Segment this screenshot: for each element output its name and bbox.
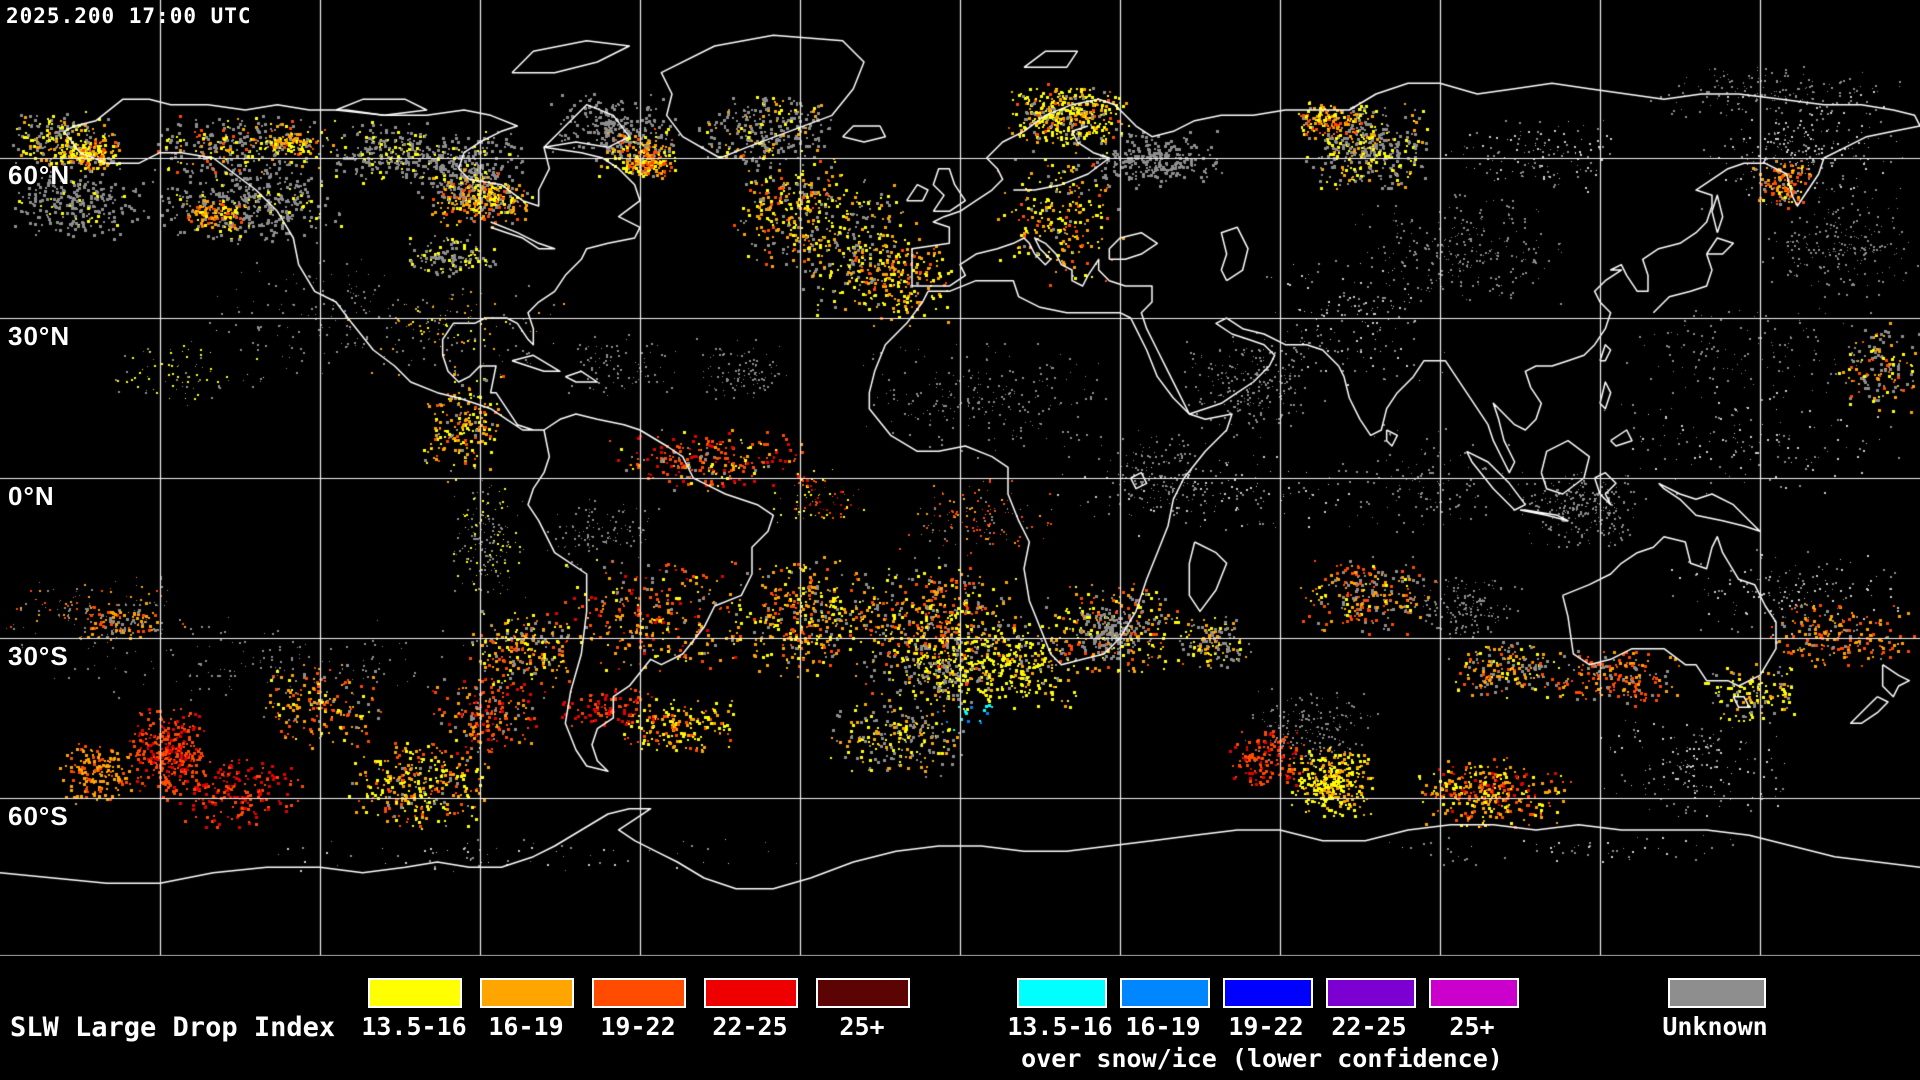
legend-label-snow-22-25: 22-25 [1331, 1012, 1407, 1041]
lat-label-30s: 30°S [8, 641, 69, 671]
legend-swatch-snow-22-25 [1326, 978, 1416, 1008]
legend-label-ldi-19-22: 19-22 [600, 1012, 676, 1041]
legend-bar: SLW Large Drop Index 13.5-16 16-19 19-22… [0, 956, 1920, 1080]
legend-swatch-ldi-16-19 [480, 978, 574, 1008]
legend-label-snow-19-22: 19-22 [1228, 1012, 1304, 1041]
legend-label-ldi-22-25: 22-25 [712, 1012, 788, 1041]
legend-label-snow-16-19: 16-19 [1125, 1012, 1201, 1041]
lat-label-60n: 60°N [8, 160, 71, 190]
legend-swatch-ldi-13.5-16 [368, 978, 462, 1008]
legend-swatch-ldi-19-22 [592, 978, 686, 1008]
lat-label-0n: 0°N [8, 481, 55, 511]
legend-swatch-ldi-25plus [816, 978, 910, 1008]
legend-label-ldi-16-19: 16-19 [488, 1012, 564, 1041]
timestamp: 2025.200 17:00 UTC [6, 4, 252, 28]
legend-swatch-snow-19-22 [1223, 978, 1313, 1008]
legend-label-unknown: Unknown [1662, 1012, 1768, 1041]
legend-label-snow-13.5-16: 13.5-16 [1007, 1012, 1113, 1041]
legend-swatch-snow-25plus [1429, 978, 1519, 1008]
legend-title: SLW Large Drop Index [10, 1012, 336, 1043]
legend-swatch-snow-16-19 [1120, 978, 1210, 1008]
legend-swatch-unknown [1668, 978, 1766, 1008]
legend-caption-snow-ice: over snow/ice (lower confidence) [1021, 1044, 1503, 1073]
legend-swatch-snow-13.5-16 [1017, 978, 1107, 1008]
legend-swatch-ldi-22-25 [704, 978, 798, 1008]
legend-label-ldi-13.5-16: 13.5-16 [361, 1012, 467, 1041]
legend-label-ldi-25plus: 25+ [839, 1012, 885, 1041]
lat-label-60s: 60°S [8, 801, 69, 831]
lat-label-30n: 30°N [8, 321, 71, 351]
legend-label-snow-25plus: 25+ [1449, 1012, 1495, 1041]
